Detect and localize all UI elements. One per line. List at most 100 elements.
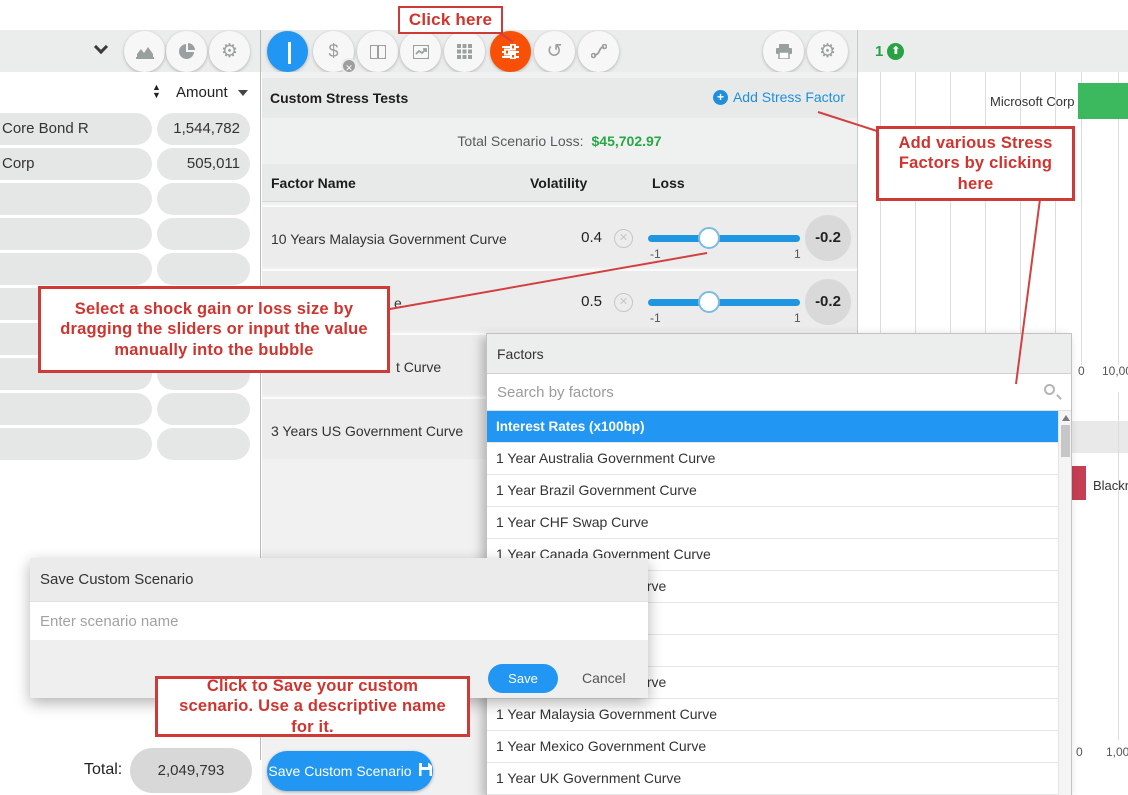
holding-name bbox=[0, 183, 152, 215]
gear-icon: ⚙ bbox=[818, 41, 837, 62]
holding-name bbox=[0, 393, 152, 425]
up-arrow-icon: ⬆ bbox=[887, 43, 905, 60]
top-bar-label: Microsoft Corp bbox=[990, 94, 1075, 109]
shock-value-bubble[interactable]: -0.2 bbox=[805, 279, 851, 325]
add-stress-factor-link[interactable]: + Add Stress Factor bbox=[712, 89, 845, 105]
holding-amount bbox=[157, 253, 250, 285]
chart-row-highlight bbox=[1072, 421, 1128, 453]
gridline bbox=[1118, 72, 1119, 365]
factor-name: 10 Years Malaysia Government Curve bbox=[271, 231, 507, 247]
slider-min-label: -1 bbox=[650, 311, 661, 325]
stress-test-button-active[interactable] bbox=[490, 31, 531, 72]
scroll-up-icon[interactable] bbox=[1062, 415, 1070, 421]
holding-name bbox=[0, 218, 152, 250]
search-input[interactable] bbox=[487, 374, 1071, 410]
amount-column-header[interactable]: Amount bbox=[176, 84, 228, 101]
shock-slider[interactable] bbox=[648, 227, 800, 249]
shock-slider[interactable] bbox=[648, 291, 800, 313]
list-item[interactable]: 1 Year Mexico Government Curve bbox=[487, 731, 1071, 763]
panel-title: Custom Stress Tests bbox=[270, 90, 409, 106]
gridline bbox=[1020, 72, 1021, 365]
save-custom-scenario-button[interactable]: Save Custom Scenario bbox=[267, 751, 433, 791]
volatility-column-header: Volatility bbox=[530, 175, 588, 191]
badge-count: 1 bbox=[875, 43, 884, 60]
slider-handle[interactable] bbox=[697, 227, 720, 249]
area-chart-icon bbox=[135, 45, 154, 59]
modal-save-button[interactable]: Save bbox=[488, 664, 558, 693]
collapse-chevron-icon[interactable] bbox=[93, 39, 109, 55]
shock-value-bubble[interactable]: -0.2 bbox=[805, 215, 851, 261]
factors-popup: Factors Interest Rates (x100bp) 1 Year A… bbox=[486, 333, 1072, 795]
modal-cancel-button[interactable]: Cancel bbox=[582, 670, 626, 686]
gridline bbox=[1118, 392, 1119, 740]
holding-amount: 1,544,782 bbox=[157, 113, 250, 145]
factor-name-column-header: Factor Name bbox=[271, 175, 356, 191]
pie-chart-icon bbox=[178, 43, 195, 60]
line-chart-icon bbox=[412, 44, 429, 59]
back-button[interactable] bbox=[267, 31, 308, 72]
search-icon bbox=[1044, 384, 1055, 395]
pie-chart-button[interactable] bbox=[166, 31, 207, 72]
list-item[interactable]: 1 Year Brazil Government Curve bbox=[487, 475, 1071, 507]
axis-tick-label: 0 bbox=[1076, 745, 1083, 759]
history-icon: ↺ bbox=[546, 41, 563, 62]
list-item-selected[interactable]: Interest Rates (x100bp) bbox=[487, 411, 1071, 443]
loss-label: Total Scenario Loss: bbox=[457, 133, 584, 149]
factor-name: t Curve bbox=[396, 359, 442, 375]
amount-menu-caret-icon[interactable] bbox=[238, 90, 248, 96]
list-item[interactable]: 1 Year Australia Government Curve bbox=[487, 443, 1071, 475]
print-button[interactable] bbox=[763, 31, 804, 72]
total-label: Total: bbox=[84, 761, 123, 778]
slider-max-label: 1 bbox=[794, 311, 801, 325]
scenario-name-input[interactable] bbox=[30, 602, 648, 640]
slider-handle[interactable] bbox=[697, 291, 720, 313]
loss-value: $45,702.97 bbox=[591, 133, 662, 149]
plus-circle-icon: + bbox=[712, 89, 728, 105]
gear-icon: ⚙ bbox=[220, 41, 239, 62]
annotation-shock-slider: Select a shock gain or loss size by drag… bbox=[38, 286, 390, 373]
holding-amount: 505,011 bbox=[157, 148, 250, 180]
loss-bar[interactable] bbox=[1072, 466, 1086, 500]
list-item[interactable]: 1 Year Malaysia Government Curve bbox=[487, 699, 1071, 731]
gridline bbox=[950, 72, 951, 365]
stress-panel-header: Custom Stress Tests + Add Stress Factor bbox=[262, 78, 857, 118]
gain-bar[interactable] bbox=[1078, 83, 1128, 119]
scrollbar-thumb[interactable] bbox=[1061, 425, 1070, 457]
holding-name bbox=[0, 253, 152, 285]
history-button[interactable]: ↺ bbox=[534, 31, 575, 72]
grid-view-button[interactable] bbox=[444, 31, 485, 72]
axis-tick-label: 1,00 bbox=[1106, 745, 1128, 759]
holding-amount bbox=[157, 218, 250, 250]
annotation-click-here: Click here bbox=[398, 6, 503, 34]
left-panel-header: ▲ ▼ Amount bbox=[0, 72, 260, 112]
remove-factor-icon[interactable]: ✕ bbox=[614, 293, 633, 312]
floppy-save-icon bbox=[418, 763, 432, 779]
list-item[interactable]: 1 Year UK Government Curve bbox=[487, 763, 1071, 795]
loss-column-header: Loss bbox=[652, 175, 685, 191]
list-item[interactable]: 1 Year Canada Government Curve bbox=[487, 539, 1071, 571]
left-mid-divider bbox=[260, 30, 261, 760]
chevron-left-icon bbox=[284, 41, 291, 64]
left-settings-button[interactable]: ⚙ bbox=[209, 31, 250, 72]
sort-icon[interactable]: ▲ ▼ bbox=[152, 82, 161, 100]
list-item[interactable]: 1 Year CHF Swap Curve bbox=[487, 507, 1071, 539]
holding-name bbox=[0, 428, 152, 460]
modal-title: Save Custom Scenario bbox=[30, 558, 648, 602]
holding-name: Core Bond R bbox=[0, 113, 152, 145]
gridline bbox=[985, 72, 986, 365]
area-chart-button[interactable] bbox=[124, 31, 165, 72]
annotation-save-note: Click to Save your custom scenario. Use … bbox=[155, 676, 470, 737]
slider-min-label: -1 bbox=[650, 247, 661, 261]
change-count-badge: 1 ⬆ bbox=[875, 43, 905, 60]
workflow-button[interactable] bbox=[578, 31, 619, 72]
holding-amount bbox=[157, 428, 250, 460]
factor-volatility: 0.5 bbox=[581, 293, 602, 310]
columns-view-button[interactable] bbox=[357, 31, 398, 72]
currency-view-button[interactable]: $ ✕ bbox=[313, 31, 357, 74]
remove-factor-icon[interactable]: ✕ bbox=[614, 229, 633, 248]
factors-popup-title: Factors bbox=[487, 334, 1071, 374]
scrollbar[interactable] bbox=[1058, 411, 1071, 795]
performance-chart-button[interactable] bbox=[400, 31, 441, 72]
mid-settings-button[interactable]: ⚙ bbox=[807, 31, 848, 72]
